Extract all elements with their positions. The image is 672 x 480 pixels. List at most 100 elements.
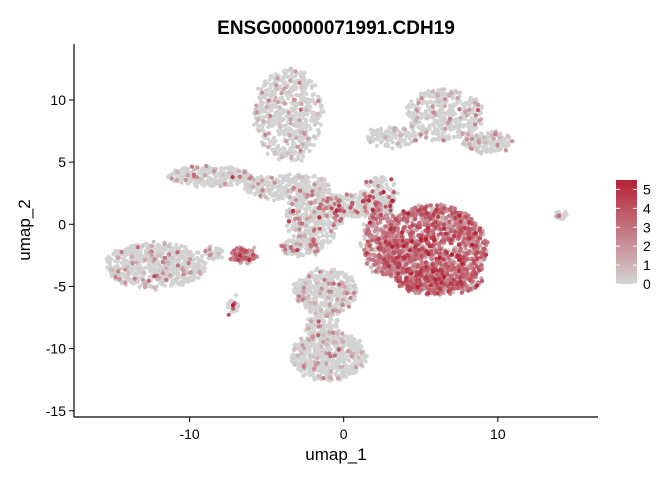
cell-point [286,96,291,101]
cell-point [349,364,354,369]
cell-point [362,234,367,239]
cell-point [351,337,357,342]
cell-point [349,209,354,215]
cell-point [325,337,330,342]
cell-point [177,173,183,178]
cell-point [425,104,430,109]
cell-point [319,240,324,245]
cell-point [128,279,133,284]
cell-point [347,371,352,376]
cell-point [290,113,295,118]
cell-point [175,258,180,263]
cell-point [162,241,167,246]
cell-point [316,94,321,99]
cell-point [437,137,442,142]
cell-point [299,85,304,90]
cell-point [202,173,207,178]
cell-point [346,358,351,363]
cell-point [319,229,324,234]
cell-point [328,223,333,228]
cell-point [319,344,324,349]
cell-point [396,141,401,146]
cell-point [321,184,327,189]
plot-title: ENSG00000071991.CDH19 [217,18,455,39]
cell-point [129,254,135,259]
cell-point [298,363,303,368]
cell-point [278,96,283,101]
cell-point [489,129,494,134]
cell-point [112,250,117,255]
cell-point [378,126,383,131]
cell-point [288,239,293,244]
cell-point [129,251,134,256]
cell-point [489,133,494,138]
cell-point [265,175,270,180]
cell-point [308,215,313,220]
cell-point [402,139,407,144]
cell-point [384,208,389,214]
cell-point [273,138,278,143]
cell-point [370,269,375,274]
cell-point [148,263,154,268]
cell-point [407,102,412,107]
cell-point [287,132,292,138]
cell-point [134,255,139,260]
cell-point [322,274,327,279]
cell-point [320,359,325,364]
cell-point [220,172,225,178]
cell-point [288,121,293,126]
cell-point [311,143,316,148]
cell-point [171,259,176,264]
cell-point [479,104,484,109]
cell-point [287,251,293,256]
cell-point [303,281,308,286]
cell-point [474,147,479,152]
cell-point [308,126,313,132]
cell-point [126,260,131,265]
cell-point [505,133,510,138]
cell-point [243,183,248,188]
cell-point [289,101,294,106]
cell-point [246,190,251,195]
cell-point [196,170,201,176]
cell-point [164,273,169,278]
cell-point [345,354,350,359]
cell-point [328,369,333,374]
cell-point [281,69,286,74]
cell-point [318,103,323,108]
cell-point [298,126,303,132]
cell-point [310,93,315,98]
cell-point [234,308,239,313]
cell-point [395,191,400,196]
cell-point [311,134,317,139]
cell-point [387,137,392,142]
cell-point [120,273,125,278]
cell-point [216,251,221,257]
cell-point [263,195,268,200]
cell-point [304,223,309,228]
cell-point [299,138,304,143]
cell-point [336,335,341,340]
cell-point [491,136,496,141]
cell-point [299,135,304,140]
cell-point [166,261,171,266]
cell-point [324,302,329,307]
cell-point [300,142,305,147]
cell-point [328,347,333,352]
cell-point [317,365,323,370]
cell-point [486,133,491,138]
cell-point [149,244,154,249]
cell-point [143,281,148,286]
cell-point [405,106,410,111]
cell-point [119,260,125,265]
cell-point [263,88,269,93]
cell-point [316,373,321,378]
cell-point [399,133,404,138]
cell-point [307,357,312,362]
cell-point [356,196,361,201]
cell-point [354,349,359,354]
cell-point [392,126,397,131]
cell-point [374,143,379,148]
cell-point [299,151,304,157]
cell-point [386,142,391,147]
